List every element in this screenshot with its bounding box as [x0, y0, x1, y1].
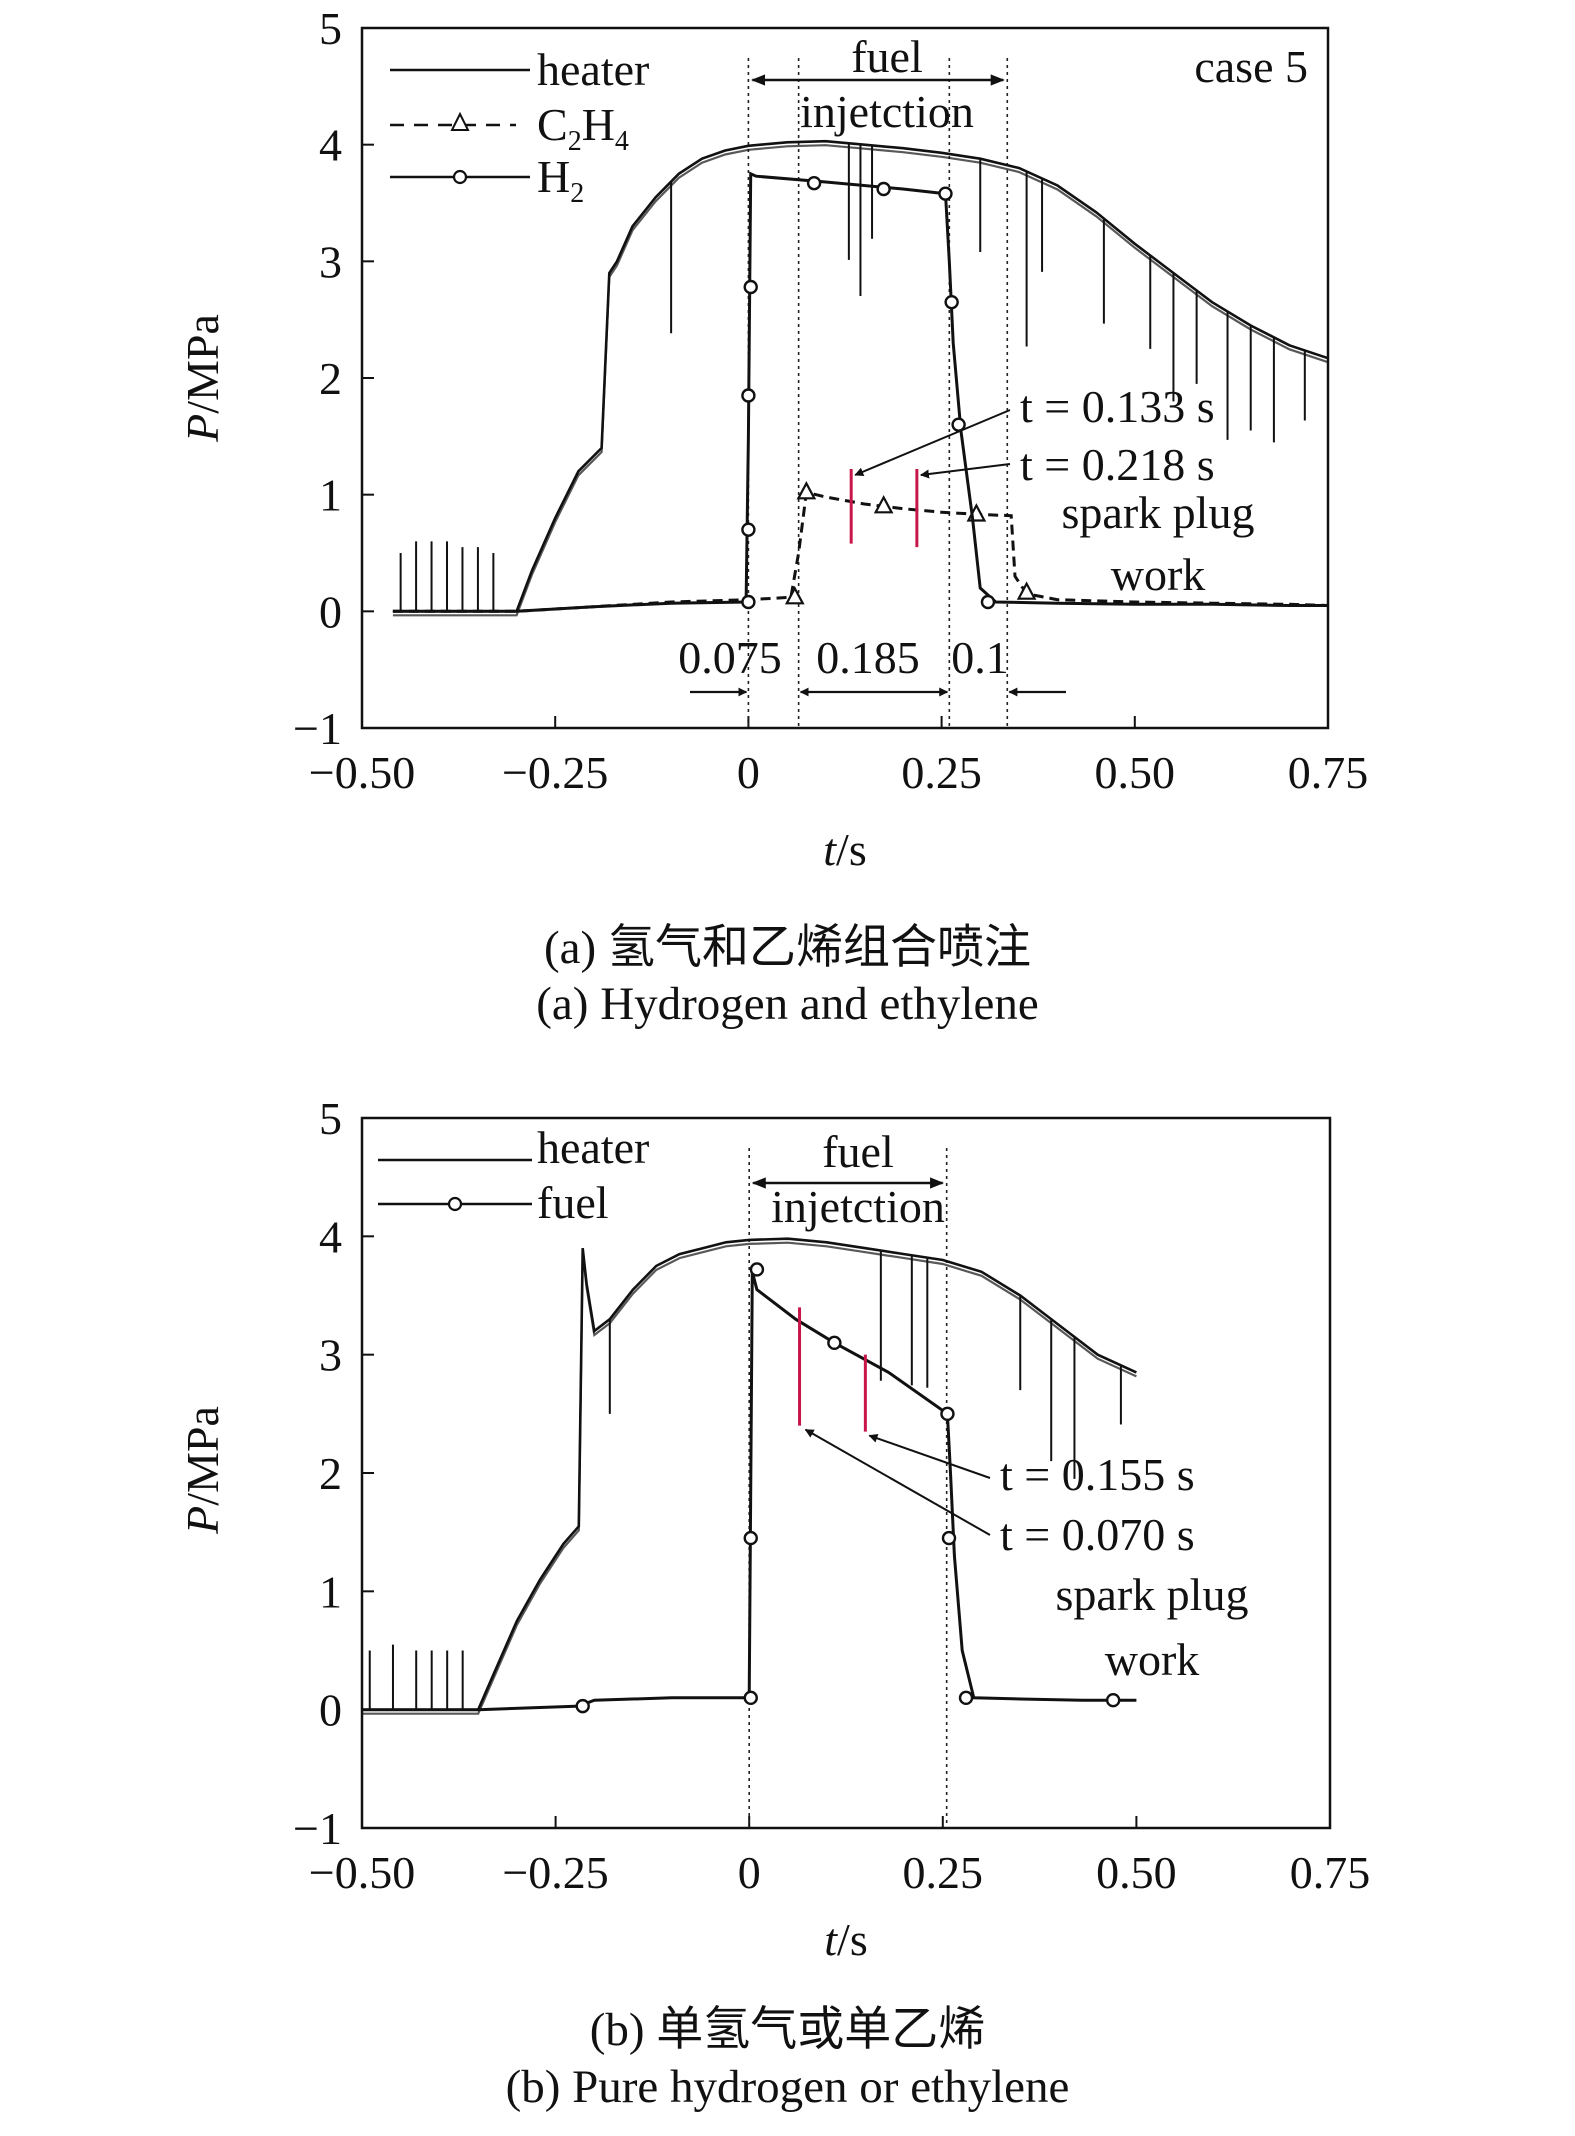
y-tick-label: 3 [319, 1330, 342, 1381]
legend-marker-h2 [452, 169, 468, 185]
annotation-spark-time-2: t = 0.218 s [1020, 439, 1215, 490]
y-tick-label: −1 [293, 1803, 342, 1854]
data-point-fuel [743, 1690, 758, 1706]
annotation-spark-plug: spark plug [1062, 487, 1255, 538]
y-tick-label: 2 [319, 353, 342, 404]
y-tick-label: 5 [319, 1093, 342, 1144]
x-tick-label: −0.50 [309, 747, 415, 798]
data-point-h2 [980, 594, 996, 610]
y-tick-label: 0 [319, 586, 342, 637]
data-point-fuel [941, 1530, 957, 1546]
series-line-heater [362, 1237, 1137, 1711]
data-point-h2 [938, 186, 953, 201]
annotation-work: work [1111, 549, 1206, 600]
series-line-heater [392, 139, 1329, 613]
legend-label-heater: heater [537, 1122, 649, 1173]
data-point-c2h4 [1016, 581, 1037, 600]
annotation-spark-time-2: t = 0.070 s [1000, 1509, 1195, 1560]
annotation-injection: injetction [771, 1181, 945, 1232]
data-point-c2h4 [784, 585, 805, 605]
data-point-fuel [743, 1530, 758, 1546]
caption-b-chinese: (b) 单氢气或单乙烯 [589, 2004, 986, 2056]
annotation-pointer-1 [868, 1434, 991, 1479]
x-axis-label: t/s [824, 1914, 867, 1965]
data-point-h2 [741, 594, 756, 610]
annotation-spark-plug: spark plug [1056, 1569, 1249, 1620]
data-point-h2 [944, 294, 959, 310]
x-tick-label: 0 [738, 1847, 761, 1898]
data-point-fuel [827, 1335, 842, 1351]
annotation-pointer-1 [854, 409, 1011, 477]
data-point-h2 [876, 181, 891, 197]
data-point-h2 [741, 388, 756, 403]
case-label: case 5 [1194, 41, 1308, 92]
annotation-spark-time-1: t = 0.155 s [1000, 1449, 1195, 1500]
y-axis-label: P/MPa [177, 314, 228, 443]
annotation-fuel: fuel [851, 31, 923, 82]
legend-label-fuel: fuel [537, 1177, 609, 1228]
caption-a-chinese: (a) 氢气和乙烯组合喷注 [544, 922, 1031, 974]
caption-b-english: (b) Pure hydrogen or ethylene [505, 2061, 1070, 2113]
annotation-work: work [1105, 1634, 1200, 1685]
data-point-h2 [741, 522, 756, 537]
chart-panel-a: −0.50 −0.25 0 0.25 0.50 0.75 −1 0 1 2 3 4 5 t/s P/MPa h… [177, 3, 1368, 875]
y-tick-label: 1 [319, 1566, 342, 1617]
x-tick-label: −0.25 [502, 1847, 608, 1898]
annotation-interval-2: 0.185 [816, 632, 920, 683]
x-tick-label: 0.25 [901, 747, 982, 798]
legend-label-c2h4: C2H4 [537, 99, 629, 157]
data-point-fuel [749, 1262, 765, 1277]
legend-label-h2: H2 [537, 151, 584, 209]
x-tick-label: 0.75 [1290, 1847, 1371, 1898]
annotation-spark-time-1: t = 0.133 s [1020, 381, 1215, 432]
annotation-interval-1: 0.075 [678, 632, 782, 683]
data-point-h2 [806, 175, 822, 191]
series-line-h2 [392, 171, 1328, 613]
x-tick-label: 0.75 [1288, 747, 1369, 798]
annotation-injection: injetction [800, 86, 974, 137]
annotation-pointer-2 [804, 1428, 991, 1536]
y-tick-label: 4 [319, 120, 342, 171]
annotation-interval-3: 0.1 [951, 632, 1009, 683]
x-tick-label: −0.50 [309, 1847, 415, 1898]
series-noise-band-heater [392, 144, 1329, 617]
x-tick-label: 0.25 [903, 1847, 984, 1898]
data-point-fuel [575, 1698, 590, 1714]
x-tick-label: 0.50 [1096, 1847, 1177, 1898]
data-point-fuel [958, 1690, 974, 1706]
y-tick-label: −1 [293, 703, 342, 754]
y-tick-label: 5 [319, 3, 342, 54]
series-line-c2h4 [392, 490, 1329, 613]
y-tick-label: 4 [319, 1211, 342, 1262]
data-point-fuel [940, 1406, 955, 1422]
data-point-c2h4 [796, 480, 817, 500]
data-point-c2h4 [873, 494, 894, 514]
data-point-h2 [743, 279, 758, 295]
y-tick-label: 2 [319, 1448, 342, 1499]
data-point-fuel [1105, 1692, 1121, 1708]
y-axis-label: P/MPa [177, 1406, 228, 1535]
legend-label-heater: heater [537, 44, 649, 95]
y-tick-label: 0 [319, 1685, 342, 1736]
x-tick-label: 0 [737, 747, 760, 798]
legend-marker-fuel [447, 1196, 463, 1212]
y-tick-label: 3 [319, 236, 342, 287]
x-tick-label: 0.50 [1095, 747, 1176, 798]
x-axis-label: t/s [823, 824, 866, 875]
y-tick-label: 1 [319, 470, 342, 521]
annotation-fuel: fuel [822, 1126, 894, 1177]
caption-a-english: (a) Hydrogen and ethylene [536, 978, 1039, 1030]
x-tick-label: −0.25 [502, 747, 608, 798]
annotation-pointer-2 [919, 463, 1011, 479]
legend-marker-c2h4 [450, 111, 470, 131]
series-noise-band-heater [362, 1241, 1137, 1715]
chart-panel-b: −0.50 −0.25 0 0.25 0.50 0.75 −1 0 1 2 3 4 5 t/s P/MPa h… [177, 1093, 1370, 1965]
